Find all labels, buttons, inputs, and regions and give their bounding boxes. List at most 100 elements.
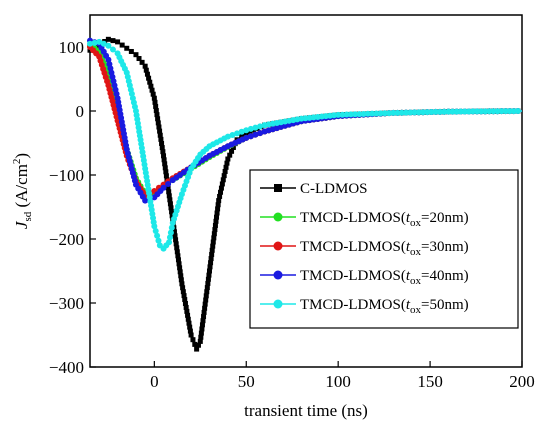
data-point [247, 133, 254, 140]
data-point [158, 136, 164, 142]
data-point [157, 128, 163, 134]
data-point [160, 149, 166, 155]
data-point [169, 209, 175, 215]
data-point [205, 280, 211, 286]
data-point [373, 110, 380, 117]
data-point [176, 261, 182, 267]
data-point [257, 123, 264, 130]
data-point [360, 110, 367, 117]
y-tick-label: −300 [49, 294, 84, 313]
data-point [252, 124, 259, 131]
data-point [202, 305, 208, 311]
data-point [214, 214, 220, 220]
data-point [156, 124, 162, 130]
legend-label: TMCD-LDMOS(tox=40nm) [300, 268, 469, 287]
legend-box [249, 169, 519, 329]
data-point [186, 320, 192, 326]
y-tick-label: −200 [49, 230, 84, 249]
axis-ticks: 0 50 100 150 200 100 0 −100 −200 −300 −400 [49, 38, 535, 391]
data-point [157, 132, 163, 138]
data-point [167, 229, 174, 236]
data-point [199, 322, 205, 328]
data-point [169, 213, 175, 219]
data-point [175, 257, 181, 263]
x-tick-label: 0 [150, 372, 159, 391]
data-point [198, 330, 204, 336]
data-point [377, 110, 384, 117]
x-tick-label: 100 [325, 372, 351, 391]
data-point [225, 156, 231, 162]
data-point [381, 110, 388, 117]
data-point [183, 304, 189, 310]
data-point [210, 243, 216, 249]
data-point [198, 334, 204, 340]
data-point [178, 273, 184, 279]
data-point [142, 197, 149, 204]
data-point [352, 111, 359, 118]
data-point [172, 233, 178, 239]
data-point [205, 276, 211, 282]
data-point [163, 173, 169, 179]
data-point [200, 318, 206, 324]
data-point [155, 116, 161, 122]
data-point [229, 148, 235, 154]
data-point [166, 234, 173, 241]
data-point [175, 253, 181, 259]
data-point [187, 324, 193, 330]
data-point [204, 289, 210, 295]
data-point [119, 42, 125, 48]
data-point [239, 134, 245, 140]
data-point [133, 52, 139, 58]
data-point [201, 309, 207, 315]
data-point [209, 251, 215, 257]
data-point [234, 130, 241, 137]
legend-swatch-marker [273, 270, 283, 280]
data-point [221, 173, 227, 179]
data-point [208, 256, 214, 262]
data-point [215, 202, 221, 208]
data-point [159, 145, 165, 151]
data-point [217, 193, 223, 199]
data-point [185, 312, 191, 318]
data-point [173, 237, 179, 243]
data-point [150, 91, 156, 97]
data-point [155, 237, 162, 244]
data-point [207, 264, 213, 270]
data-point [151, 223, 158, 230]
data-point [223, 164, 229, 170]
data-point [424, 109, 431, 116]
data-point [224, 133, 231, 140]
data-point [159, 140, 165, 146]
data-point [105, 36, 111, 42]
data-point [187, 328, 193, 334]
data-point [420, 109, 427, 116]
data-point [229, 132, 236, 138]
legend: C-LDMOS TMCD-LDMOS(tox=20nm) TMCD-LDMOS(to… [249, 169, 519, 329]
data-point [203, 297, 209, 303]
data-point [215, 206, 221, 212]
data-point [202, 301, 208, 307]
data-point [194, 346, 200, 352]
data-point [184, 308, 190, 314]
data-point [195, 342, 201, 348]
data-point [208, 260, 214, 266]
data-point [201, 314, 207, 320]
data-point [166, 189, 172, 195]
data-point [182, 300, 188, 306]
data-point [219, 181, 225, 187]
legend-label: TMCD-LDMOS(tox=30nm) [300, 239, 469, 258]
series-layer [87, 36, 523, 352]
legend-item: TMCD-LDMOS(tox=30nm) [260, 239, 469, 258]
data-point [124, 45, 130, 51]
y-axis-title: Jsd (A/cm2) [11, 153, 34, 229]
y-tick-label: 0 [76, 102, 85, 121]
data-point [432, 108, 439, 115]
data-point [162, 165, 168, 171]
data-point [216, 198, 222, 204]
data-point [197, 338, 203, 344]
data-point [160, 184, 167, 191]
data-point [153, 103, 159, 109]
data-point [192, 341, 198, 347]
data-point [96, 38, 103, 45]
data-point [100, 40, 107, 47]
